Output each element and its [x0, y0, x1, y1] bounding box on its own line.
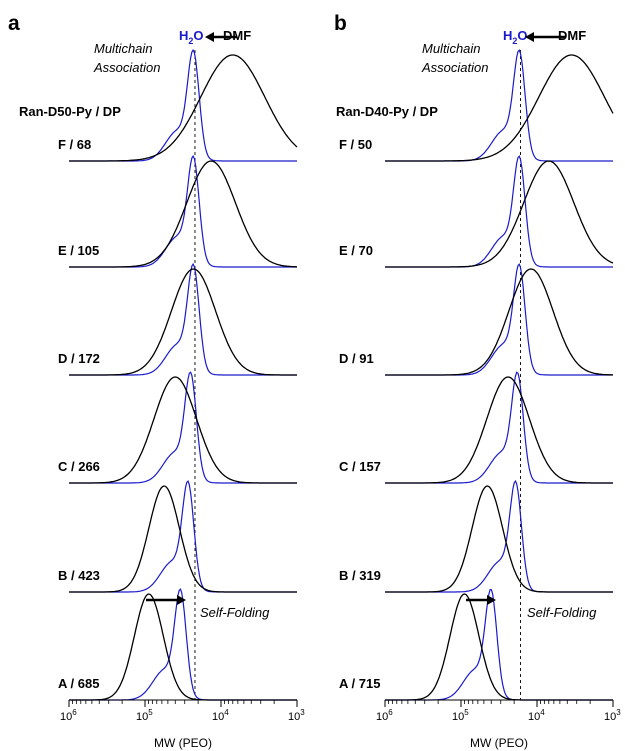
annotation-multichain: Multichain [94, 41, 153, 56]
h2o-legend-tail: O [517, 28, 527, 43]
x-axis-label: MW (PEO) [470, 736, 528, 750]
dmf-trace [69, 376, 297, 484]
series-header: Ran-D40-Py / DP [336, 104, 438, 119]
trace-label: B / 423 [58, 568, 100, 583]
h2o-legend-tail: O [193, 28, 203, 43]
x-tick-exponent: 3 [300, 708, 305, 717]
x-tick-exponent: 6 [72, 708, 77, 717]
x-tick-label: 104 [528, 708, 545, 723]
x-tick-label: 106 [376, 708, 393, 723]
x-tick-base: 10 [60, 711, 72, 723]
annotation-self-folding: Self-Folding [200, 605, 270, 620]
annotation-association: Association [421, 60, 488, 75]
x-tick-base: 10 [452, 711, 464, 723]
h2o-legend-main: H [503, 28, 512, 43]
dmf-trace [385, 268, 613, 376]
x-tick-label: 104 [212, 708, 229, 723]
trace-label: A / 715 [339, 676, 380, 691]
trace-label: D / 172 [58, 351, 100, 366]
x-tick-base: 10 [288, 711, 300, 723]
x-tick-base: 10 [376, 711, 388, 723]
h2o-legend-subscript: 2 [512, 36, 517, 46]
shift-arrow-head [205, 32, 214, 42]
dmf-legend-label: DMF [558, 28, 586, 43]
trace-label: D / 91 [339, 351, 374, 366]
x-tick-base: 10 [136, 711, 148, 723]
annotation-multichain: Multichain [422, 41, 481, 56]
panel-letter: b [334, 12, 347, 35]
x-tick-exponent: 4 [224, 708, 229, 717]
trace-label: B / 319 [339, 568, 381, 583]
trace-label: A / 685 [58, 676, 99, 691]
dmf-trace [385, 54, 614, 162]
annotation-self-folding: Self-Folding [527, 605, 597, 620]
h2o-legend-label: H2O [503, 28, 528, 46]
annotation-association: Association [93, 60, 160, 75]
x-axis-label: MW (PEO) [154, 736, 212, 750]
h2o-legend-subscript: 2 [188, 36, 193, 46]
shift-arrow-head [525, 32, 534, 42]
x-tick-label: 105 [136, 708, 153, 723]
trace-label: C / 266 [58, 459, 100, 474]
dmf-trace [385, 376, 613, 484]
series-header: Ran-D50-Py / DP [19, 104, 121, 119]
x-tick-exponent: 4 [540, 708, 545, 717]
dmf-trace [385, 485, 613, 593]
x-tick-base: 10 [212, 711, 224, 723]
x-tick-exponent: 6 [388, 708, 393, 717]
x-tick-label: 103 [604, 708, 621, 723]
trace-label: E / 105 [58, 243, 99, 258]
x-tick-label: 105 [452, 708, 469, 723]
h2o-legend-main: H [179, 28, 188, 43]
self-folding-arrow-head [487, 595, 496, 605]
dmf-trace [69, 268, 297, 376]
x-tick-exponent: 3 [616, 708, 621, 717]
h2o-legend-label: H2O [179, 28, 204, 46]
trace-label: C / 157 [339, 459, 381, 474]
trace-label: F / 68 [58, 137, 91, 152]
panel-letter: a [8, 12, 20, 35]
x-tick-base: 10 [604, 711, 616, 723]
dmf-trace [69, 54, 298, 162]
trace-label: F / 50 [339, 137, 372, 152]
panel-b: b H2O DMF Multichain Association Ran-D40-Py /… [334, 12, 621, 750]
x-tick-exponent: 5 [148, 708, 153, 717]
panel-a: a H2O DMF Multichain Association Ran-D50-Py /… [8, 12, 305, 750]
x-tick-label: 103 [288, 708, 305, 723]
dmf-legend-label: DMF [223, 28, 251, 43]
dmf-trace [69, 485, 297, 593]
dmf-trace [69, 160, 297, 268]
x-tick-exponent: 5 [464, 708, 469, 717]
dmf-trace [385, 160, 614, 268]
trace-label: E / 70 [339, 243, 373, 258]
x-tick-label: 106 [60, 708, 77, 723]
self-folding-arrow-head [177, 595, 186, 605]
x-tick-base: 10 [528, 711, 540, 723]
